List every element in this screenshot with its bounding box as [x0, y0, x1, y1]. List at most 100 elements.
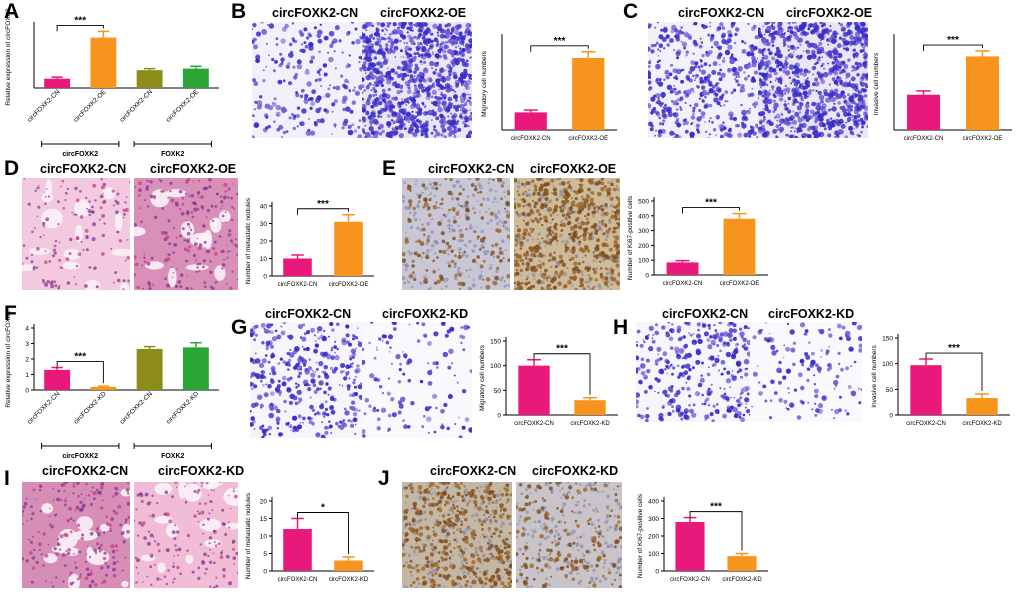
cell-dot	[310, 55, 315, 60]
nucleus-dot	[48, 515, 51, 518]
tissue-space	[62, 261, 80, 270]
cell-dot	[468, 427, 472, 433]
cell-dot	[267, 54, 270, 57]
nucleus-dot	[57, 537, 60, 541]
nucleus-dot	[57, 489, 61, 493]
nucleus-dot	[52, 499, 55, 502]
cell-dot	[822, 111, 827, 116]
cell-dot	[751, 405, 753, 408]
cell-dot	[698, 97, 701, 100]
nucleus-dot	[136, 285, 140, 290]
cell-dot	[461, 83, 464, 87]
cell-dot	[666, 394, 671, 398]
cell-dot	[428, 47, 431, 50]
cell-dot	[847, 385, 852, 389]
positive-cell-dot	[576, 178, 579, 180]
cell-dot	[679, 96, 684, 101]
positive-cell-dot	[507, 192, 510, 196]
cell-dot	[690, 87, 694, 91]
positive-cell-dot	[605, 188, 610, 193]
cell-dot	[303, 41, 307, 45]
cell-dot	[823, 127, 827, 131]
cell-dot	[330, 409, 336, 415]
cell-dot	[741, 116, 747, 122]
cell-dot	[318, 68, 322, 72]
cell-dot	[303, 347, 307, 351]
cell-dot	[308, 41, 314, 48]
cell-dot	[806, 367, 811, 371]
nucleus-dot	[446, 248, 449, 251]
nucleus-dot	[416, 203, 420, 206]
nucleus-dot	[74, 509, 77, 512]
positive-cell-dot	[556, 239, 559, 242]
cell-dot	[707, 33, 711, 37]
cell-dot	[776, 119, 779, 122]
cell-dot	[822, 71, 829, 78]
nucleus-dot	[496, 221, 500, 226]
nucleus-dot	[218, 235, 222, 238]
cell-dot	[457, 104, 460, 106]
cell-dot	[789, 402, 795, 408]
cell-dot	[860, 388, 862, 391]
cell-dot	[707, 323, 711, 328]
cell-dot	[839, 395, 842, 399]
cell-dot	[307, 128, 311, 132]
nucleus-dot	[52, 585, 55, 588]
micrograph-title-h-cn: circFOXK2-CN	[662, 307, 749, 321]
cell-dot	[842, 47, 846, 50]
tissue-space	[45, 179, 53, 197]
cell-dot	[750, 52, 755, 57]
cell-dot	[802, 135, 805, 138]
cell-dot	[700, 374, 703, 377]
nucleus-dot	[426, 236, 430, 239]
positive-cell-dot	[592, 267, 596, 271]
positive-cell-dot	[495, 228, 500, 233]
cell-dot	[351, 100, 356, 105]
cell-dot	[351, 334, 356, 338]
positive-cell-dot	[504, 207, 506, 210]
cell-dot	[656, 363, 658, 366]
nucleus-dot	[66, 281, 71, 285]
cell-dot	[467, 325, 471, 329]
cell-dot	[397, 410, 402, 415]
cell-dot	[864, 51, 866, 54]
micrograph-title-c-oe: circFOXK2-OE	[786, 6, 873, 20]
nucleus-dot	[440, 287, 443, 290]
cell-dot	[408, 47, 412, 51]
positive-cell-dot	[591, 224, 597, 229]
nucleus-dot	[72, 492, 75, 495]
cell-dot	[696, 333, 701, 339]
cell-dot	[252, 23, 257, 28]
positive-cell-dot	[557, 281, 562, 286]
cell-dot	[378, 385, 383, 389]
cell-dot	[766, 98, 773, 105]
cell-dot	[447, 96, 453, 102]
cell-dot	[758, 381, 761, 384]
positive-cell-dot	[518, 285, 524, 290]
cell-dot	[730, 353, 737, 360]
cell-dot	[834, 409, 840, 415]
nucleus-dot	[69, 517, 73, 520]
cell-dot	[380, 22, 386, 28]
cell-dot	[740, 417, 745, 422]
cell-dot	[451, 115, 455, 119]
cell-dot	[681, 386, 685, 391]
cell-dot	[421, 63, 423, 65]
nucleus-dot	[54, 284, 58, 288]
nucleus-dot	[223, 182, 228, 187]
nucleus-dot	[224, 211, 227, 213]
cell-dot	[669, 346, 674, 350]
cell-dot	[659, 368, 664, 373]
positive-cell-dot	[519, 268, 524, 273]
cell-dot	[804, 111, 809, 116]
cell-dot	[684, 120, 689, 125]
positive-cell-dot	[617, 272, 620, 277]
cell-dot	[744, 76, 748, 81]
cell-dot	[383, 37, 386, 41]
cell-dot	[698, 109, 702, 113]
cell-dot	[327, 426, 330, 429]
cell-dot	[301, 345, 304, 348]
cell-dot	[741, 344, 745, 349]
positive-cell-dot	[525, 267, 530, 272]
cell-dot	[313, 348, 318, 354]
